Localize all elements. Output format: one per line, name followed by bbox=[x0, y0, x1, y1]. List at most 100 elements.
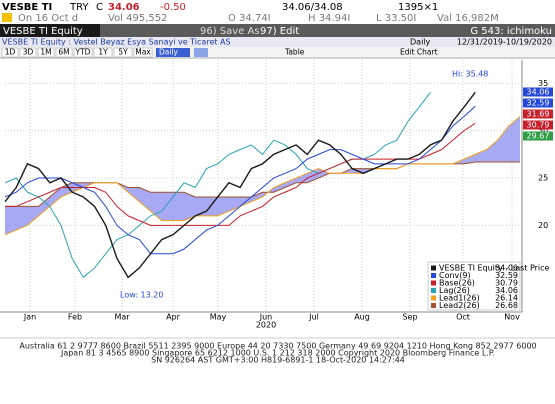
legend-swatch bbox=[431, 295, 436, 301]
volume: Vol 495,552 bbox=[108, 13, 168, 24]
x-tick-label: Jul bbox=[308, 313, 319, 322]
y-tick-label: 20 bbox=[538, 221, 548, 230]
period-button[interactable] bbox=[133, 47, 153, 58]
x-year-label: 2020 bbox=[256, 321, 276, 330]
x-tick-label: Mar bbox=[114, 313, 130, 322]
legend-value: 26.14 bbox=[495, 294, 518, 303]
price-tag-label: 29.67 bbox=[527, 132, 550, 141]
security-box bbox=[0, 24, 100, 37]
legend-name: Conv(9) bbox=[439, 271, 471, 280]
legend-name: VESBE TI Equity - Last Price bbox=[439, 264, 550, 273]
legend-swatch bbox=[431, 288, 436, 293]
c-flag: C bbox=[96, 2, 103, 13]
legend-value: 32.59 bbox=[495, 271, 518, 280]
y-tick-label: 35 bbox=[538, 79, 548, 88]
legend-name: Lead1(26) bbox=[439, 294, 480, 303]
series-line bbox=[4, 116, 521, 236]
currency: TRY bbox=[69, 2, 89, 13]
interval-label[interactable]: Daily bbox=[159, 48, 179, 57]
price-tag-label: 32.59 bbox=[527, 99, 550, 108]
legend-name: Lag(26) bbox=[439, 286, 470, 295]
price-tag-label: 30.79 bbox=[527, 121, 550, 130]
x-tick-label: Apr bbox=[166, 313, 181, 322]
table-button[interactable]: Table bbox=[284, 48, 305, 57]
change: -0.50 bbox=[160, 2, 186, 13]
alert-icon[interactable] bbox=[2, 13, 12, 22]
period-label[interactable]: 1D bbox=[5, 48, 16, 57]
security-name: VESBE TI Equity : Vestel Beyaz Esya Sana… bbox=[2, 38, 231, 47]
legend-name: Lead2(26) bbox=[439, 301, 480, 310]
x-tick-label: Feb bbox=[68, 313, 82, 322]
legend-value: 26.68 bbox=[495, 301, 518, 310]
size: 1395×1 bbox=[398, 2, 438, 13]
high: H 34.94I bbox=[308, 13, 350, 24]
y-tick-label: 30 bbox=[538, 126, 548, 135]
edit-chart-button[interactable]: Edit Chart bbox=[400, 48, 438, 57]
period-label[interactable]: 6M bbox=[58, 48, 69, 57]
value: Val 16.982M bbox=[437, 13, 499, 24]
price-tag bbox=[523, 120, 553, 130]
footer-line: Australia 61 2 9777 8600 Brazil 5511 239… bbox=[19, 342, 536, 351]
period-button[interactable] bbox=[93, 47, 113, 58]
legend-swatch bbox=[431, 280, 436, 286]
legend-swatch bbox=[431, 303, 436, 308]
legend-name: Base(26) bbox=[439, 279, 475, 288]
price-tag bbox=[523, 87, 553, 97]
period-button[interactable] bbox=[73, 47, 93, 58]
x-tick-label: Jan bbox=[23, 313, 36, 322]
menu-bar bbox=[0, 24, 555, 37]
period-label[interactable]: 1M bbox=[40, 48, 51, 57]
x-tick-label: Oct bbox=[456, 313, 470, 322]
period-label[interactable]: 1Y bbox=[98, 48, 108, 57]
x-tick-label: Aug bbox=[354, 313, 370, 322]
x-tick-label: Nov bbox=[504, 313, 520, 322]
last-price: 34.06 bbox=[108, 2, 140, 13]
footer-line: SN 926264 AST GMT+3:00 H819-6891-1 18-Oc… bbox=[151, 356, 405, 365]
x-tick-label: Sep bbox=[402, 313, 417, 322]
subheader-bar bbox=[0, 37, 555, 47]
x-tick-label: May bbox=[210, 313, 227, 322]
toolbar bbox=[0, 47, 555, 58]
x-tick-label: Jun bbox=[259, 313, 273, 322]
save-as[interactable]: 96) Save As bbox=[200, 26, 260, 37]
period-label[interactable]: 3D bbox=[23, 48, 34, 57]
price-tag-label: 34.06 bbox=[527, 88, 550, 97]
period-label[interactable]: 5Y bbox=[118, 48, 128, 57]
frequency: Daily bbox=[410, 38, 431, 47]
y-tick-label: 25 bbox=[538, 174, 548, 183]
date: On 16 Oct d bbox=[18, 13, 78, 24]
page-id: G 543: ichimoku bbox=[470, 26, 552, 37]
price-tag bbox=[523, 109, 553, 119]
edit-menu[interactable]: 97) Edit bbox=[260, 26, 299, 37]
security: VESBE TI Equity bbox=[3, 26, 83, 37]
period-button[interactable] bbox=[19, 47, 37, 58]
bid-ask: 34.06/34.08 bbox=[282, 2, 343, 13]
footer-line: Japan 81 3 4565 8900 Singapore 65 6212 1… bbox=[60, 349, 495, 358]
ticker: VESBE TI bbox=[2, 2, 52, 13]
date-range: 12/31/2019-10/19/2020 bbox=[457, 38, 552, 47]
period-button[interactable] bbox=[55, 47, 73, 58]
series-line bbox=[4, 105, 476, 255]
series-line bbox=[4, 91, 476, 279]
high-annotation: Hi: 35.48 bbox=[452, 70, 488, 79]
low-annotation: Low: 13.20 bbox=[120, 291, 163, 300]
open: O 34.74I bbox=[228, 13, 271, 24]
interval-select[interactable] bbox=[156, 48, 190, 57]
tool-button[interactable] bbox=[194, 48, 208, 57]
legend-value: 34.06 bbox=[495, 286, 518, 295]
price-tag bbox=[523, 131, 553, 141]
period-label[interactable]: YTD bbox=[75, 48, 91, 57]
legend-swatch bbox=[431, 273, 436, 278]
legend-value: 34.06 bbox=[495, 264, 518, 273]
period-button[interactable] bbox=[1, 47, 19, 58]
period-label[interactable]: Max bbox=[135, 48, 151, 57]
legend bbox=[427, 261, 521, 311]
period-button[interactable] bbox=[37, 47, 55, 58]
legend-value: 30.79 bbox=[495, 279, 518, 288]
price-tag-label: 31.69 bbox=[527, 110, 550, 119]
period-button[interactable] bbox=[113, 47, 133, 58]
low: L 33.50I bbox=[376, 13, 416, 24]
price-tag bbox=[523, 98, 553, 108]
